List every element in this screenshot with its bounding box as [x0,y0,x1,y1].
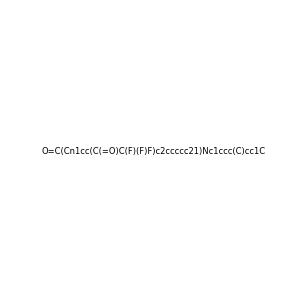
Text: O=C(Cn1cc(C(=O)C(F)(F)F)c2ccccc21)Nc1ccc(C)cc1C: O=C(Cn1cc(C(=O)C(F)(F)F)c2ccccc21)Nc1ccc… [42,147,266,156]
